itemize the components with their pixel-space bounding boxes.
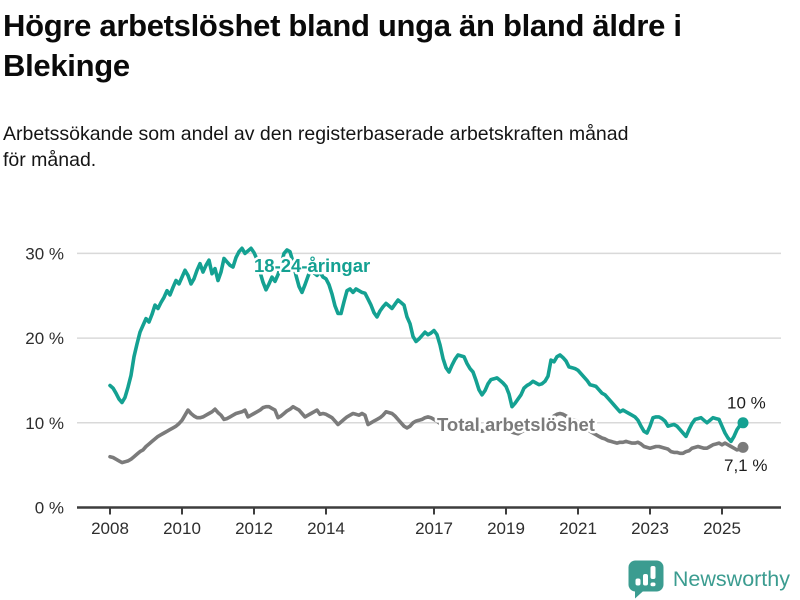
y-tick-label-20: 20 % bbox=[25, 329, 64, 348]
page-title-line1: Högre arbetslöshet bland unga än bland ä… bbox=[3, 8, 682, 43]
x-tick-label-2021: 2021 bbox=[559, 519, 597, 538]
y-tick-label-30: 30 % bbox=[25, 244, 64, 263]
series-end-dot-total bbox=[737, 441, 749, 453]
x-tick-label-2014: 2014 bbox=[307, 519, 345, 538]
page-title: Högre arbetslöshet bland unga än bland ä… bbox=[3, 6, 682, 86]
end-value-label-youth: 10 % bbox=[727, 394, 766, 413]
chart-speech-bubble-icon bbox=[628, 560, 664, 599]
end-value-label-total: 7,1 % bbox=[724, 456, 767, 475]
y-tick-label-10: 10 % bbox=[25, 414, 64, 433]
series-end-dot-youth bbox=[737, 417, 749, 429]
x-tick-label-2025: 2025 bbox=[703, 519, 741, 538]
series-label-total: Total arbetslöshet bbox=[437, 414, 595, 435]
x-tick-label-2017: 2017 bbox=[415, 519, 453, 538]
series-line-youth bbox=[108, 246, 745, 444]
series-line-total bbox=[108, 404, 745, 465]
x-tick-label-2012: 2012 bbox=[235, 519, 273, 538]
newsworthy-wordmark: Newsworthy bbox=[672, 566, 790, 591]
page-title-line2: Blekinge bbox=[3, 48, 130, 83]
y-tick-label-0: 0 % bbox=[35, 499, 64, 518]
chart-subtitle-line2: för månad. bbox=[3, 149, 97, 171]
chart-subtitle-line1: Arbetssökande som andel av den registerb… bbox=[3, 123, 629, 145]
newsworthy-logo: Newsworthy bbox=[627, 559, 790, 599]
x-tick-label-2008: 2008 bbox=[91, 519, 129, 538]
unemployment-line-chart: 0 % 10 % 20 % 30 % 18-24-åringar Total arbets… bbox=[25, 244, 781, 538]
x-tick-label-2010: 2010 bbox=[163, 519, 201, 538]
x-tick-label-2023: 2023 bbox=[631, 519, 669, 538]
series-label-youth: 18-24-åringar bbox=[254, 255, 370, 276]
chart-subtitle: Arbetssökande som andel av den registerb… bbox=[3, 121, 628, 173]
x-tick-label-2019: 2019 bbox=[487, 519, 525, 538]
